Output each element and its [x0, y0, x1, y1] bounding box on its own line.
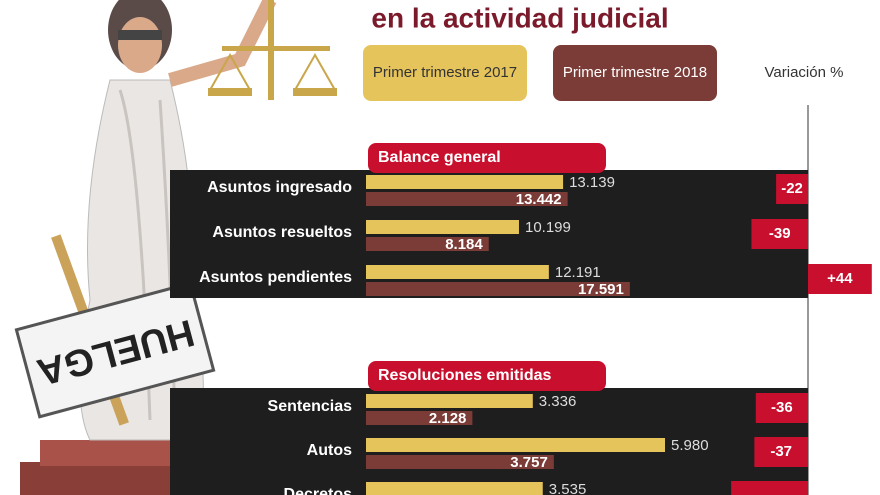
value-label: 8.184	[445, 236, 483, 253]
category-label: Asuntos pendientes	[199, 269, 352, 286]
value-label: 3.535	[549, 481, 587, 495]
variation-bar	[808, 264, 872, 294]
value-label: 12.191	[555, 264, 601, 281]
value-label: 3.757	[510, 454, 548, 471]
variation-bar	[754, 437, 808, 467]
value-label: 13.442	[516, 191, 562, 208]
bar	[366, 455, 554, 469]
value-label: 17.591	[578, 281, 624, 298]
bar	[366, 438, 665, 452]
variation-bar	[751, 219, 808, 249]
section-title: Balance general	[378, 149, 501, 166]
legend-label: Primer trimestre 2018	[563, 64, 707, 81]
bar	[366, 482, 543, 495]
value-label: 13.139	[569, 174, 615, 191]
variation-label: -36	[771, 399, 793, 416]
bar	[366, 282, 630, 296]
bar	[366, 237, 489, 251]
bar	[366, 220, 519, 234]
variation-label: +44	[827, 270, 853, 287]
variation-label: -39	[769, 225, 791, 242]
bar	[366, 175, 564, 189]
section-tab	[368, 143, 606, 173]
variation-label: -22	[781, 180, 803, 197]
variation-bar	[776, 174, 808, 204]
legend: Primer trimestre 2017 Primer trimestre 20…	[363, 45, 843, 101]
bar	[366, 394, 533, 408]
value-label: 5.980	[671, 437, 709, 454]
legend-swatch	[363, 45, 527, 101]
value-label: 3.336	[539, 393, 577, 410]
category-label: Autos	[307, 442, 352, 459]
legend-label: Primer trimestre 2017	[373, 64, 517, 81]
section-tab	[368, 361, 606, 391]
legend-swatch	[553, 45, 717, 101]
bar	[366, 265, 549, 279]
value-label: 2.128	[429, 410, 467, 427]
value-label: 10.199	[525, 219, 571, 236]
section-title: Resoluciones emitidas	[378, 367, 551, 384]
category-label: Asuntos ingresado	[207, 179, 352, 196]
charts: Balance general Asuntos ingresado 13.139 13…	[170, 143, 872, 495]
bar	[366, 411, 473, 425]
category-label: Decretos	[284, 486, 353, 495]
category-label: Asuntos resueltos	[212, 224, 352, 241]
category-label: Sentencias	[268, 398, 353, 415]
variation-bar	[731, 481, 808, 495]
variation-bar	[755, 393, 808, 423]
variation-label: Variación %	[765, 64, 844, 81]
bar	[366, 192, 568, 206]
title: en la actividad judicial	[371, 2, 668, 33]
variation-label: -37	[770, 443, 792, 460]
